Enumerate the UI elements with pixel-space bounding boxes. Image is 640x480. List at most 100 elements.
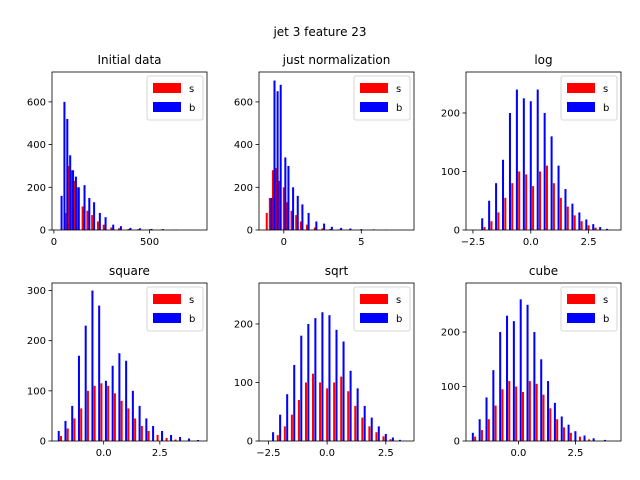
- bar-b: [571, 203, 574, 230]
- bar-b: [391, 437, 394, 441]
- x-tick-label: 0.0: [96, 448, 112, 459]
- bar-s: [594, 227, 597, 230]
- legend-swatch-b: [153, 313, 181, 323]
- legend: sb: [560, 286, 618, 332]
- bar-s: [100, 383, 103, 441]
- x-tick-label: 0.0: [319, 448, 335, 459]
- bar-b: [488, 200, 491, 230]
- bar-s: [147, 430, 150, 441]
- bar-s: [73, 418, 76, 441]
- bar-b: [499, 332, 502, 441]
- bar-s: [587, 225, 590, 230]
- bar-b: [296, 195, 299, 230]
- bar-b: [284, 157, 287, 230]
- bar-b: [564, 189, 567, 230]
- subplot-1: Initial data 0 500 0 200 400 600 sb: [27, 53, 208, 248]
- x-tick-label: −2.5: [461, 237, 485, 248]
- bar-b: [188, 438, 191, 441]
- plot-frame: [51, 71, 208, 231]
- legend: sb: [353, 75, 411, 121]
- bar-b: [567, 424, 570, 441]
- bar-s: [86, 390, 89, 441]
- bar-s: [333, 382, 336, 441]
- legend-label-b: b: [396, 314, 402, 325]
- bar-b: [314, 318, 317, 441]
- bar-b: [286, 394, 289, 441]
- bar-s: [265, 212, 268, 230]
- bar-b: [112, 224, 115, 230]
- bar-s: [120, 400, 123, 441]
- legend: sb: [560, 75, 618, 121]
- bar-b: [315, 221, 318, 230]
- bar-b: [104, 380, 107, 441]
- legend-label-b: b: [603, 314, 609, 325]
- y-tick-label: 0: [454, 226, 460, 237]
- bar-b: [170, 434, 173, 441]
- bar-s: [313, 227, 316, 230]
- bar-s: [525, 174, 528, 230]
- legend-label-s: s: [396, 84, 401, 95]
- legend-swatch-s: [567, 294, 595, 304]
- bar-b: [471, 432, 474, 441]
- bar-s: [306, 224, 309, 230]
- bar-s: [559, 197, 562, 230]
- bar-s: [66, 428, 69, 441]
- y-tick-label: 0: [454, 437, 460, 448]
- plot-frame: [465, 71, 622, 231]
- subplot-title: log: [534, 53, 552, 67]
- bar-b: [540, 359, 543, 441]
- y-tick-label: 200: [441, 108, 460, 119]
- x-tick-label: 0: [51, 237, 57, 248]
- bar-b: [340, 227, 343, 230]
- y-tick-label: 600: [27, 97, 46, 108]
- bar-s: [566, 206, 569, 230]
- bar-s: [174, 439, 177, 441]
- bar-b: [592, 224, 595, 230]
- x-tick-label: 2.5: [567, 448, 583, 459]
- bar-s: [361, 417, 364, 441]
- legend-swatch-b: [360, 313, 388, 323]
- y-tick-label: 0: [247, 226, 253, 237]
- bar-s: [278, 180, 281, 230]
- bar-b: [272, 432, 275, 441]
- legend: sb: [146, 286, 204, 332]
- bar-b: [301, 204, 304, 230]
- bar-b: [360, 229, 363, 230]
- y-tick-label: 200: [27, 336, 46, 347]
- bar-b: [508, 112, 511, 230]
- bar-s: [552, 183, 555, 230]
- bar-s: [518, 171, 521, 230]
- legend-label-s: s: [189, 84, 194, 95]
- legend-label-b: b: [189, 314, 195, 325]
- figure-title: jet 3 feature 23: [272, 25, 366, 39]
- bar-s: [156, 434, 159, 441]
- bar-b: [161, 430, 164, 441]
- plot-frame: [465, 282, 622, 442]
- bar-b: [145, 418, 148, 441]
- bar-b: [529, 101, 532, 230]
- bar-s: [340, 376, 343, 441]
- plot-frame: [258, 282, 415, 442]
- bar-s: [542, 394, 545, 441]
- bar-b: [273, 80, 276, 230]
- bar-b: [356, 388, 359, 441]
- bar-s: [511, 183, 514, 230]
- subplot-title: cube: [529, 264, 558, 278]
- legend: sb: [353, 286, 411, 332]
- bar-b: [66, 118, 69, 230]
- bar-b: [604, 439, 607, 441]
- bar-b: [129, 227, 132, 230]
- bar-b: [93, 202, 96, 230]
- bar-s: [539, 171, 542, 230]
- bar-b: [138, 405, 141, 441]
- bar-b: [533, 332, 536, 441]
- bar-s: [59, 435, 62, 441]
- bar-s: [368, 426, 371, 441]
- bar-b: [599, 227, 602, 230]
- legend-swatch-s: [153, 83, 181, 93]
- bar-s: [556, 419, 559, 441]
- bar-b: [335, 329, 338, 441]
- legend-swatch-b: [153, 102, 181, 112]
- bar-s: [299, 221, 302, 230]
